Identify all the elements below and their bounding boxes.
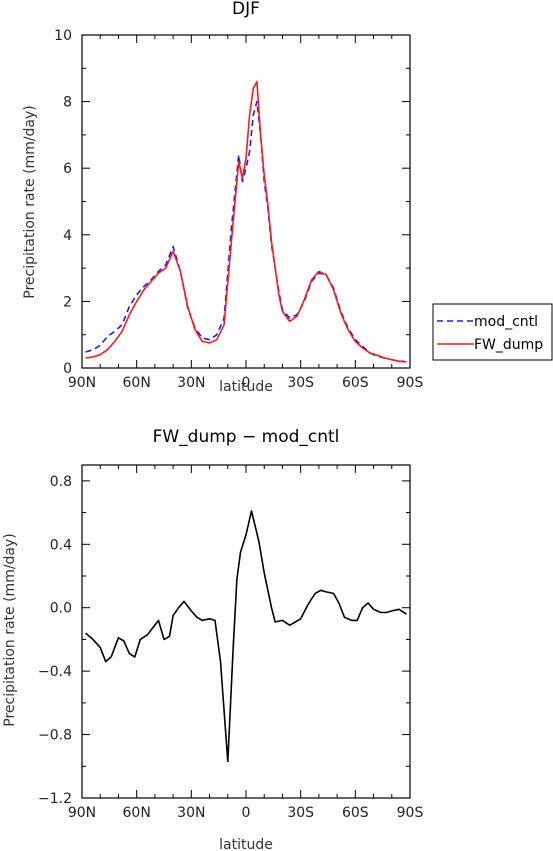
y-tick-label: 0.0 [50, 601, 72, 617]
chart-top: DJF latitude Precipitation rate (mm/day)… [22, 0, 553, 395]
chart-bottom: FW_dump − mod_cntl latitude Precipitatio… [2, 427, 423, 851]
x-tick-label: 0 [242, 805, 251, 821]
series-line-FW-dump [85, 80, 407, 363]
y-tick-label: 4 [63, 228, 72, 244]
legend-label-mod-cntl: mod_cntl [474, 314, 538, 330]
y-tick-label: 10 [54, 28, 72, 44]
y-tick-label: 2 [63, 294, 72, 310]
series-line-bottom-difference [85, 510, 407, 763]
y-tick-label: 0.4 [50, 537, 72, 553]
x-tick-label: 30S [287, 805, 314, 821]
chart-top-ylabel: Precipitation rate (mm/day) [22, 105, 38, 299]
x-tick-label: 0 [242, 375, 251, 391]
y-tick-label: 0.8 [50, 474, 72, 490]
legend-box [432, 303, 553, 361]
chart-top-xlabel: latitude [219, 379, 273, 395]
y-tick-label: −0.8 [38, 728, 72, 744]
x-tick-label: 90N [68, 805, 96, 821]
x-tick-label: 60N [123, 805, 151, 821]
chart-bottom-xlabel: latitude [219, 837, 273, 851]
series-line-mod-cntl [85, 100, 407, 363]
chart-top-frame [81, 34, 411, 369]
y-tick-label: 8 [63, 95, 72, 111]
chart-bottom-frame [81, 464, 411, 799]
x-tick-label: 90N [68, 375, 96, 391]
chart-bottom-title: FW_dump − mod_cntl [153, 427, 340, 447]
chart-top-legend: mod_cntl FW_dump [432, 303, 553, 361]
x-tick-label: 60S [342, 805, 369, 821]
x-tick-label: 30N [177, 805, 205, 821]
x-tick-label: 60S [342, 375, 369, 391]
chart-bottom-ylabel: Precipitation rate (mm/day) [2, 533, 18, 727]
legend-label-fw-dump: FW_dump [474, 337, 543, 353]
x-tick-label: 30S [287, 375, 314, 391]
chart-top-title: DJF [232, 0, 260, 19]
x-tick-label: 90S [397, 805, 424, 821]
y-tick-label: 6 [63, 161, 72, 177]
y-tick-label: −1.2 [38, 791, 72, 807]
x-tick-label: 90S [397, 375, 424, 391]
x-tick-label: 30N [177, 375, 205, 391]
x-tick-label: 60N [123, 375, 151, 391]
y-tick-label: −0.4 [38, 664, 72, 680]
y-tick-label: 0 [63, 361, 72, 377]
